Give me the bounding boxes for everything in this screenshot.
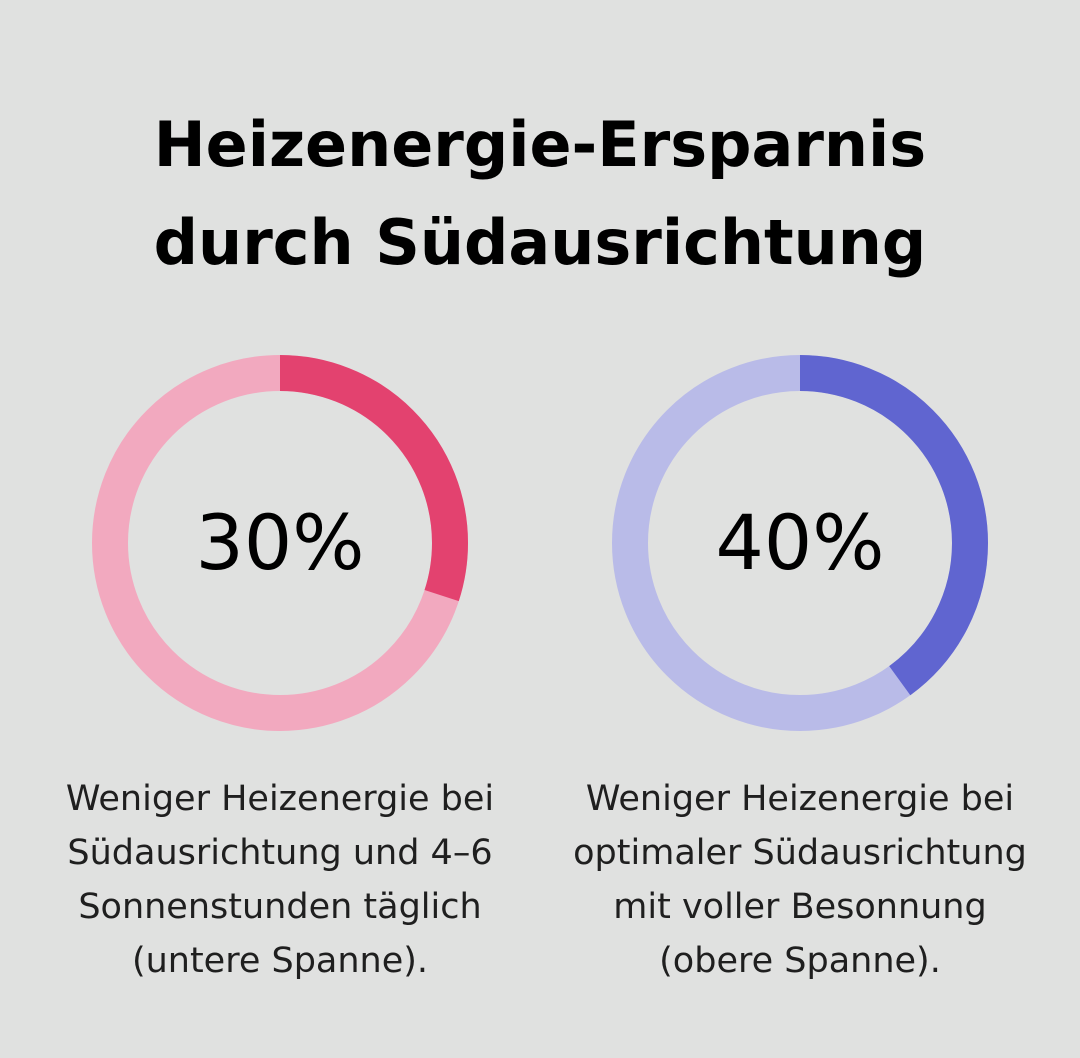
chart-title: Heizenergie-Ersparnis durch Südausrichtu… xyxy=(0,96,1080,292)
title-line-1: Heizenergie-Ersparnis xyxy=(153,108,927,181)
caption-1-line-3: Sonnenstunden täglich xyxy=(78,887,482,927)
donut-chart-1: 30% xyxy=(92,355,468,731)
title-line-2: durch Südausrichtung xyxy=(153,206,927,279)
donut-arc-1 xyxy=(92,355,468,731)
caption-1: Weniger Heizenergie bei Südausrichtung u… xyxy=(30,772,530,988)
caption-2-line-1: Weniger Heizenergie bei xyxy=(585,779,1015,819)
caption-2: Weniger Heizenergie bei optimaler Südaus… xyxy=(550,772,1050,988)
donut-arc-2 xyxy=(612,355,988,731)
caption-2-line-4: (obere Spanne). xyxy=(659,941,941,981)
caption-1-line-4: (untere Spanne). xyxy=(131,941,429,981)
donut-chart-2: 40% xyxy=(612,355,988,731)
donut-value-label-1: 30% xyxy=(195,498,365,587)
caption-2-line-2: optimaler Südausrichtung xyxy=(573,833,1027,873)
caption-1-line-1: Weniger Heizenergie bei xyxy=(65,779,495,819)
caption-1-line-2: Südausrichtung und 4–6 xyxy=(67,833,493,873)
donut-value-label-2: 40% xyxy=(715,498,885,587)
donut-svg-2 xyxy=(612,355,988,731)
caption-2-line-3: mit voller Besonnung xyxy=(613,887,987,927)
donut-svg-1 xyxy=(92,355,468,731)
